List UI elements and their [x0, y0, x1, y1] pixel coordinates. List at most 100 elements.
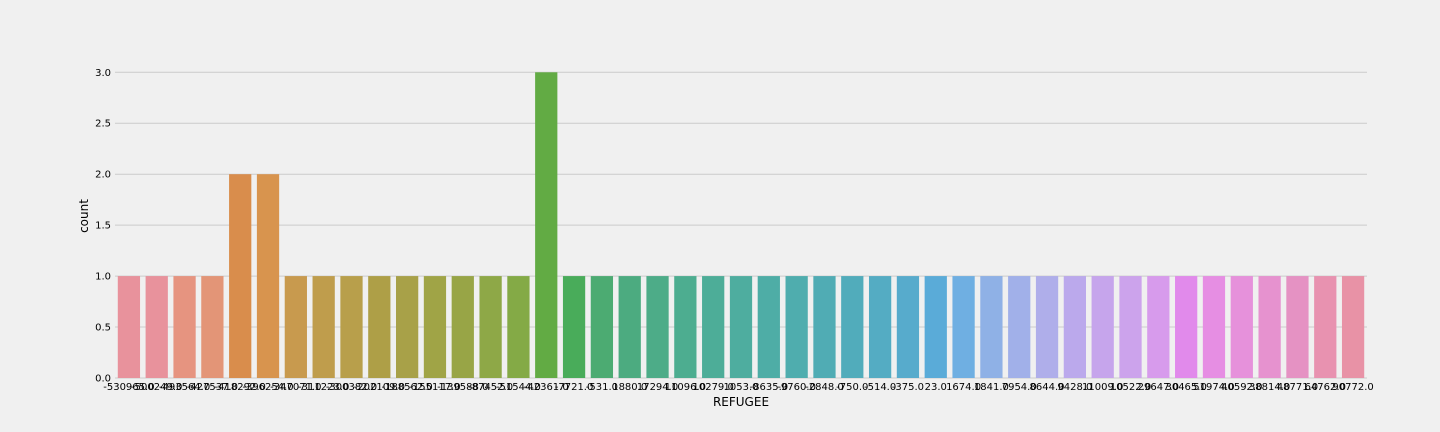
bar	[702, 276, 725, 378]
bar	[368, 276, 391, 378]
bar	[1230, 276, 1253, 378]
bar	[785, 276, 808, 378]
x-tick-label: -531.0	[586, 382, 618, 393]
x-tick-label: 17294.0	[637, 382, 678, 393]
bar	[201, 276, 224, 378]
x-tick-label: 40592.0	[1221, 382, 1262, 393]
x-tick-label: -9760.0	[777, 382, 816, 393]
x-tick-label: -51544.0	[496, 382, 541, 393]
bar	[1008, 276, 1031, 378]
bar	[1202, 276, 1226, 378]
x-axis-title: REFUGEE	[713, 395, 769, 409]
bar	[896, 276, 920, 378]
x-tick-label: 38814.0	[1249, 382, 1290, 393]
bar	[117, 276, 141, 378]
x-tick-label: -8635.0	[750, 382, 789, 393]
bar	[1286, 276, 1309, 378]
bar	[952, 276, 975, 378]
bar	[340, 276, 363, 378]
bar	[312, 276, 335, 378]
x-tick-label: 10522.0	[1110, 382, 1151, 393]
x-tick-labels: -530965.0-500249.0-493564.0-427537.0-418…	[103, 382, 1374, 393]
x-tick-label: -530965.0	[103, 382, 154, 393]
bar	[868, 276, 892, 378]
x-tick-label: -2848.0	[805, 382, 844, 393]
bar	[980, 276, 1003, 378]
x-tick-label: -750.0	[836, 382, 868, 393]
x-tick-label: -7721.0	[555, 382, 594, 393]
x-tick-label: -418292.0	[215, 382, 266, 393]
y-tick-label: 1.0	[95, 272, 111, 283]
x-tick-label: 51974.0	[1193, 382, 1234, 393]
bar	[924, 276, 947, 378]
x-tick-label: 1053.0	[724, 382, 759, 393]
x-tick-label: -514.0	[864, 382, 896, 393]
bar	[145, 276, 168, 378]
bar	[229, 174, 252, 378]
bar	[1147, 276, 1170, 378]
bar	[841, 276, 864, 378]
bar	[284, 276, 307, 378]
x-tick-label: 23.0	[925, 382, 947, 393]
x-tick-label: 10279.0	[692, 382, 733, 393]
bar	[646, 276, 669, 378]
x-tick-label: 64762.0	[1305, 382, 1346, 393]
x-tick-label: 1841.0	[974, 382, 1009, 393]
y-tick-label: 0.0	[95, 374, 111, 385]
bar	[674, 276, 697, 378]
x-tick-label: 29647.0	[1138, 382, 1179, 393]
bar	[1119, 276, 1142, 378]
x-tick-label: -139588.0	[437, 382, 488, 393]
y-tick-label: 1.5	[95, 221, 111, 232]
x-tick-label: -347071.0	[270, 382, 321, 393]
x-tick-label: -493564.0	[159, 382, 210, 393]
x-tick-label: -155117.0	[409, 382, 460, 393]
x-tick-label: 9428.0	[1057, 382, 1092, 393]
bar	[757, 276, 780, 378]
x-tick-label: -300382.0	[326, 382, 377, 393]
bar	[562, 276, 586, 378]
bar	[173, 276, 196, 378]
x-tick-label: -87452.0	[468, 382, 513, 393]
y-tick-label: 3.0	[95, 68, 111, 79]
y-axis-title: count	[77, 199, 91, 233]
x-tick-label: 8644.0	[1030, 382, 1065, 393]
x-tick-label: 30465.0	[1165, 382, 1206, 393]
y-tick-labels: 0.0 0.5 1.0 1.5 2.0 2.5 3.0	[95, 68, 111, 385]
bar	[1341, 276, 1365, 378]
bar	[590, 276, 614, 378]
x-tick-label: -427537.0	[187, 382, 238, 393]
x-tick-label: -188562.0	[381, 382, 432, 393]
bar	[1175, 276, 1198, 378]
bar	[813, 276, 836, 378]
bar	[451, 276, 474, 378]
bar	[479, 276, 502, 378]
x-tick-label: 48771.0	[1277, 382, 1318, 393]
bar	[535, 72, 558, 379]
bar	[1258, 276, 1281, 378]
x-tick-label: -396254.0	[242, 382, 293, 393]
bar	[729, 276, 753, 378]
bar	[1063, 276, 1086, 378]
x-tick-label: 1674.0	[946, 382, 981, 393]
bar	[1091, 276, 1114, 378]
bar	[396, 276, 419, 378]
bar	[618, 276, 641, 378]
x-tick-label: 11096.0	[665, 382, 706, 393]
x-tick-label: -375.0	[892, 382, 924, 393]
x-tick-label: -202109.0	[354, 382, 405, 393]
x-tick-label: -311223.0	[298, 382, 349, 393]
bar	[1314, 276, 1337, 378]
x-tick-label: 1880.0	[612, 382, 647, 393]
y-tick-label: 2.5	[95, 119, 111, 130]
bar	[256, 174, 280, 378]
x-tick-label: -500249.0	[131, 382, 182, 393]
y-tick-label: 2.0	[95, 170, 111, 181]
bar	[423, 276, 447, 378]
y-tick-label: 0.5	[95, 323, 111, 334]
x-tick-label: 90772.0	[1332, 382, 1373, 393]
x-tick-label: 7954.0	[1002, 382, 1037, 393]
bar	[1035, 276, 1059, 378]
x-tick-label: -42361.0	[524, 382, 569, 393]
